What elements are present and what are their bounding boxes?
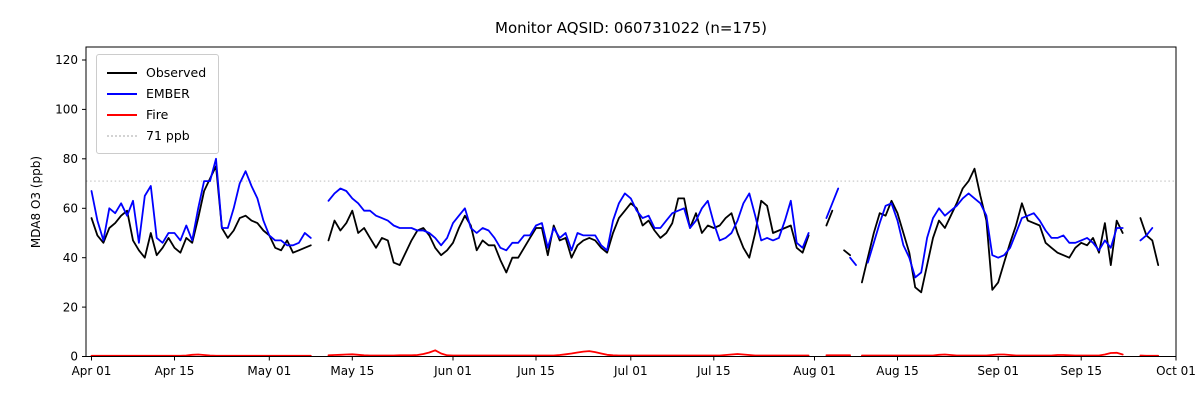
x-tick-label: Oct 01 [1156,364,1196,378]
x-tick-label: Jul 01 [613,364,648,378]
legend-entry-observed: Observed [107,62,206,83]
x-tick-label: Aug 01 [793,364,836,378]
x-tick-label: May 15 [330,364,374,378]
fire-line-swatch [107,113,137,116]
plot-area: Apr 01 Apr 15 May 01 May 15 Jun 01 Jun 15 Jul … [55,46,1196,378]
legend-entry-threshold: 71 ppb [107,125,206,146]
legend-box: Observed EMBER Fire 71 ppb [96,54,220,154]
x-tick-label: Jun 01 [433,364,472,378]
x-tick-label: Aug 15 [876,364,919,378]
y-tick-label: 60 [63,201,78,215]
series-line-fire [90,349,1160,357]
ember-line-swatch [107,92,137,95]
chart-title: Monitor AQSID: 060731022 (n=175) [495,19,767,37]
legend-entry-fire: Fire [107,104,206,125]
legend-entry-ember: EMBER [107,83,206,104]
observed-line-swatch [107,71,137,74]
x-tick-label: Apr 01 [72,364,112,378]
legend-label: Observed [146,65,207,80]
y-tick-label: 20 [63,300,78,314]
x-tick-label: Jun 15 [516,364,555,378]
y-tick-label: 0 [70,350,78,364]
plot-frame [85,46,1177,357]
legend-label: 71 ppb [146,128,190,143]
y-axis-label: MDA8 O3 (ppb) [29,156,43,248]
x-tick-label: Sep 15 [1060,364,1102,378]
y-tick-label: 40 [63,251,78,265]
y-tick-label: 80 [63,152,78,166]
series-line-ember [90,157,1154,279]
legend-label: EMBER [146,86,190,101]
threshold-line-swatch [107,134,137,137]
legend-label: Fire [146,107,169,122]
x-tick-label: May 01 [247,364,291,378]
y-tick-label: 120 [55,53,78,67]
x-tick-label: Apr 15 [155,364,195,378]
x-tick-label: Jul 15 [696,364,731,378]
y-tick-label: 100 [55,103,78,117]
x-tick-label: Sep 01 [977,364,1019,378]
series-line-observed [90,165,1160,294]
